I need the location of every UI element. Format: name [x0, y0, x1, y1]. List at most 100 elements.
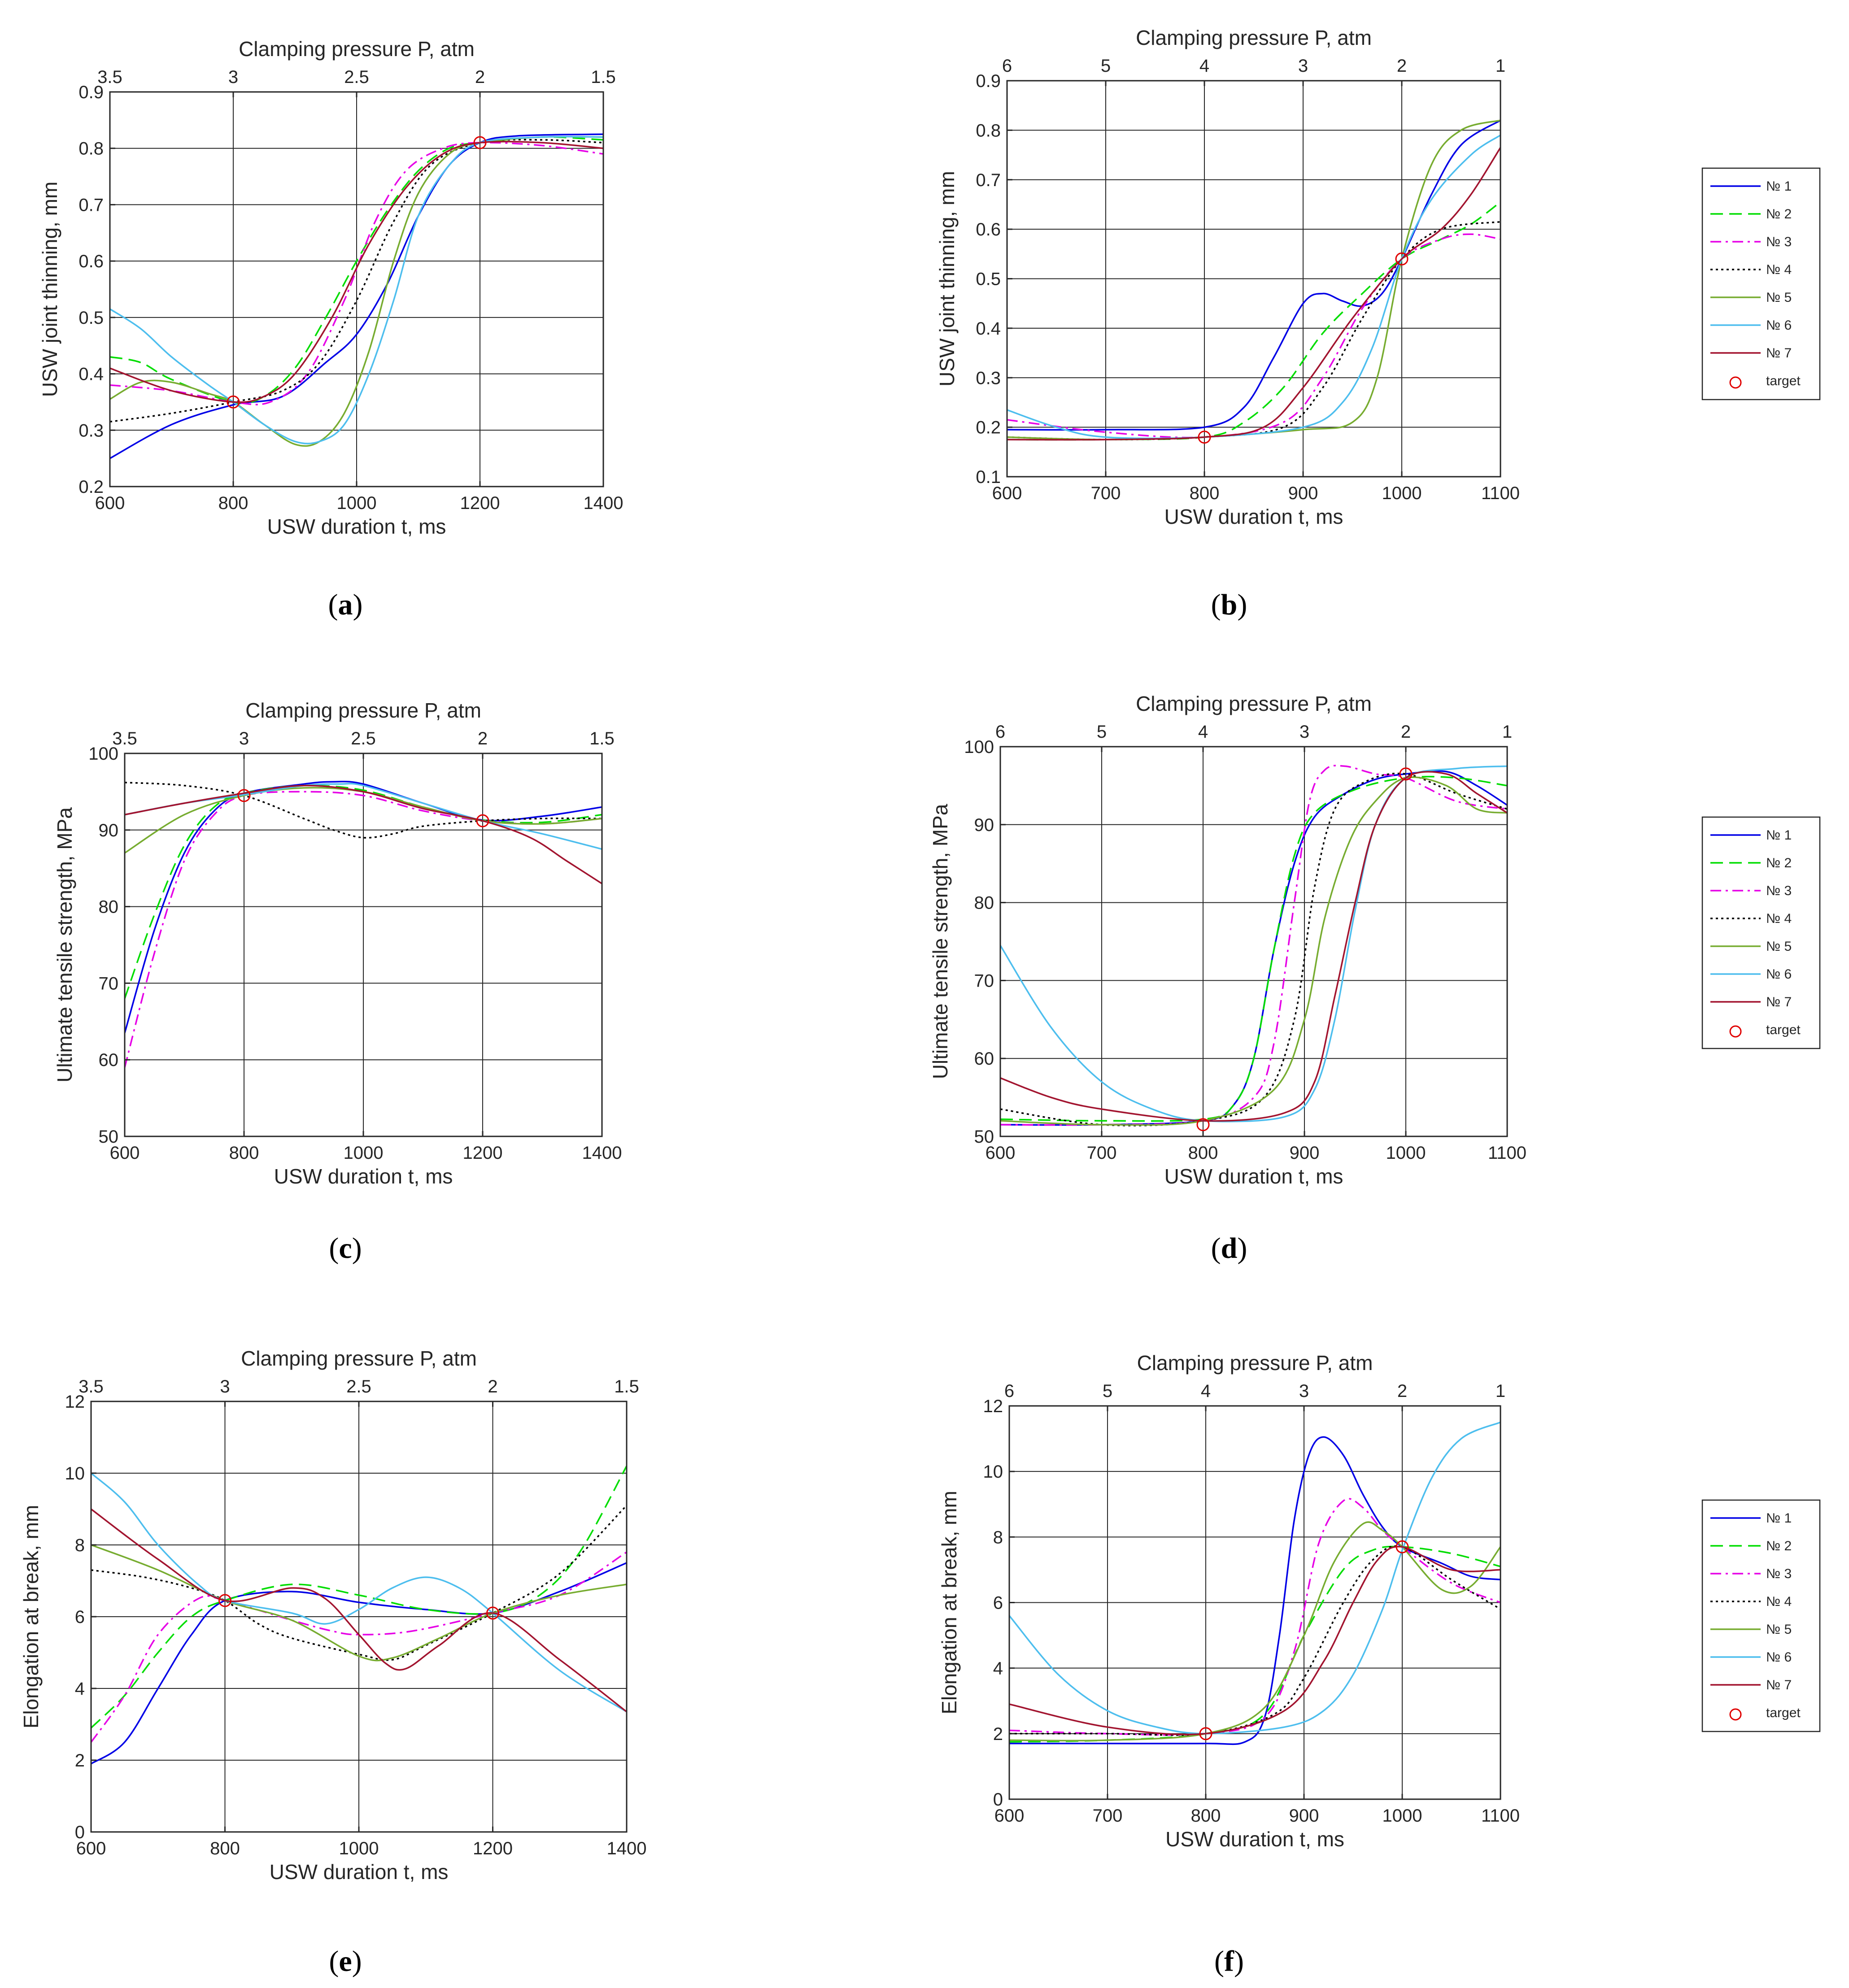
top-tick-label: 2.5	[346, 1377, 371, 1396]
legend-label: № 1	[1766, 828, 1792, 843]
series-line	[1000, 765, 1507, 1126]
top-tick-label: 4	[1201, 1381, 1211, 1401]
series-line	[1009, 1545, 1500, 1736]
top-tick-label: 6	[995, 722, 1005, 742]
series-line	[1007, 119, 1500, 440]
legend-label: № 4	[1766, 911, 1792, 926]
y-tick-label: 2	[993, 1724, 1003, 1744]
y-tick-label: 10	[983, 1462, 1003, 1482]
x-axis-label: USW duration t, ms	[270, 1860, 449, 1884]
y-tick-label: 12	[983, 1396, 1003, 1416]
top-tick-label: 3	[1300, 722, 1309, 742]
top-tick-label: 4	[1198, 722, 1208, 742]
target-marker	[1199, 1727, 1212, 1740]
x-tick-label: 1000	[337, 493, 377, 513]
y-tick-label: 50	[974, 1127, 994, 1147]
top-tick-label: 1.5	[589, 729, 615, 748]
y-axis-label: USW joint thinning, mm	[935, 171, 959, 387]
top-tick-label: 1	[1496, 1381, 1505, 1401]
y-tick-label: 0.7	[78, 195, 104, 215]
x-tick-label: 900	[1289, 1806, 1319, 1826]
y-tick-label: 8	[75, 1536, 85, 1555]
top-axis-label: Clamping pressure P, atm	[245, 699, 481, 722]
legend-label: № 4	[1766, 1594, 1792, 1609]
target-marker	[1399, 767, 1413, 781]
series-line	[1007, 233, 1500, 439]
top-axis-label: Clamping pressure P, atm	[1136, 26, 1372, 49]
legend-box	[1701, 1499, 1821, 1732]
y-axis-label: Elongation at break, mm	[938, 1491, 961, 1714]
y-tick-label: 0.9	[78, 83, 104, 102]
top-tick-label: 6	[1004, 1381, 1014, 1401]
series-line	[1000, 776, 1507, 1122]
legend: № 1 № 2 № 3 № 4 № 5 № 6 № 7 target	[1701, 167, 1821, 400]
legend-label: № 4	[1766, 262, 1792, 277]
x-axis-label: USW duration t, ms	[274, 1165, 453, 1188]
x-tick-label: 1400	[582, 1143, 622, 1163]
legend-box	[1701, 167, 1821, 400]
top-tick-label: 3.5	[97, 67, 122, 87]
series-line	[110, 139, 603, 423]
legend-label: № 5	[1766, 939, 1792, 954]
legend-label: № 5	[1766, 290, 1792, 305]
top-axis-label: Clamping pressure P, atm	[241, 1347, 477, 1370]
y-tick-label: 0.8	[976, 121, 1001, 140]
y-tick-label: 80	[99, 897, 119, 917]
x-tick-label: 1200	[473, 1839, 513, 1858]
y-tick-label: 60	[99, 1050, 119, 1070]
y-tick-label: 0.7	[976, 170, 1001, 190]
legend-label: № 7	[1766, 346, 1792, 361]
series-line	[1007, 134, 1500, 439]
target-marker	[1395, 1540, 1409, 1553]
top-tick-label: 1.5	[591, 67, 616, 87]
y-tick-label: 10	[65, 1464, 85, 1483]
y-tick-label: 0.5	[976, 270, 1001, 289]
top-tick-label: 4	[1199, 56, 1209, 76]
panel-caption: (f)	[1214, 1945, 1244, 1978]
target-marker	[473, 136, 487, 149]
x-tick-label: 800	[229, 1143, 259, 1163]
top-tick-label: 3	[228, 67, 238, 87]
series-line	[1000, 776, 1507, 1126]
x-tick-label: 800	[210, 1839, 240, 1858]
series-line	[1000, 770, 1507, 1126]
legend: № 1 № 2 № 3 № 4 № 5 № 6 № 7 target	[1701, 816, 1821, 1049]
top-tick-label: 3	[239, 729, 249, 748]
legend-label: № 2	[1766, 207, 1792, 222]
y-tick-label: 4	[75, 1679, 85, 1699]
legend-label: № 7	[1766, 995, 1792, 1009]
y-tick-label: 60	[974, 1049, 994, 1069]
x-tick-label: 1200	[460, 493, 500, 513]
target-marker	[486, 1606, 499, 1620]
chart-a: 600 800 1000 1200 1400 3.5 3 2.5 2 1.5 0.2 0.3 0.4 0.…	[38, 37, 623, 621]
x-tick-label: 800	[1188, 1143, 1218, 1163]
x-tick-label: 600	[95, 493, 125, 513]
series-line	[1000, 772, 1507, 1127]
chart-b: 600 700 800 900 1000 1100 6 5 4 3 2 1 0.1 0.2 0.3 0.4 0.…	[935, 26, 1520, 621]
series-line	[125, 784, 602, 884]
x-tick-label: 600	[994, 1806, 1025, 1826]
plot-frame	[999, 746, 1508, 1137]
x-tick-label: 700	[1093, 1806, 1123, 1826]
top-tick-label: 3.5	[78, 1377, 104, 1396]
series-line	[1007, 119, 1500, 431]
top-tick-label: 2	[475, 67, 485, 87]
x-tick-label: 1000	[1386, 1143, 1426, 1163]
x-tick-label: 600	[76, 1839, 106, 1858]
y-tick-label: 70	[974, 971, 994, 991]
x-tick-label: 800	[218, 493, 249, 513]
x-tick-label: 700	[1091, 483, 1121, 503]
legend-box	[1701, 816, 1821, 1049]
y-axis-label: Elongation at break, mm	[19, 1505, 43, 1729]
top-tick-label: 1	[1502, 722, 1512, 742]
series-line	[1009, 1436, 1500, 1745]
panel-caption: (c)	[329, 1232, 362, 1265]
legend-target-marker	[1729, 376, 1742, 389]
legend-label: № 1	[1766, 179, 1792, 194]
series-line	[1007, 221, 1500, 440]
legend-label: № 6	[1766, 1650, 1792, 1665]
target-marker	[476, 814, 489, 827]
series-line	[1000, 771, 1507, 1122]
